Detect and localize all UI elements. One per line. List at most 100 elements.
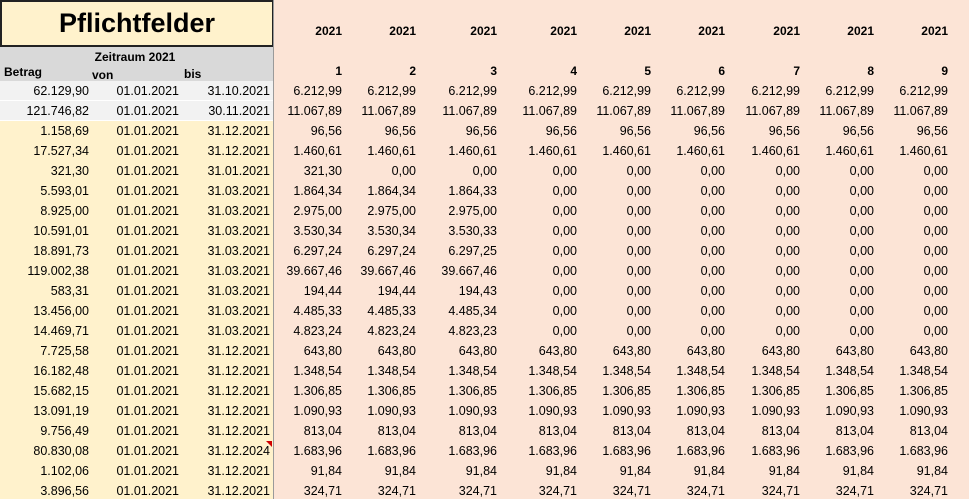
value-cell: 0,00 <box>849 284 874 298</box>
amount-cell: 16.182,48 <box>33 364 89 378</box>
value-cell: 0,00 <box>552 184 577 198</box>
value-cell: 643,80 <box>377 344 416 358</box>
value-cell: 39.667,46 <box>286 264 342 278</box>
year-header: 2021 <box>315 24 342 38</box>
value-cell: 1.090,93 <box>448 404 497 418</box>
date-cell: 01.01.2021 <box>116 244 179 258</box>
date-cell: 31.03.2021 <box>207 184 270 198</box>
value-cell: 6.212,99 <box>528 84 577 98</box>
row-background <box>0 261 273 281</box>
value-cell: 1.090,93 <box>751 404 800 418</box>
value-cell: 1.306,85 <box>293 384 342 398</box>
value-cell: 1.306,85 <box>367 384 416 398</box>
value-cell: 1.460,61 <box>602 144 651 158</box>
value-cell: 0,00 <box>923 284 948 298</box>
value-cell: 0,00 <box>700 284 725 298</box>
value-cell: 1.348,54 <box>899 364 948 378</box>
amount-cell: 119.002,38 <box>27 264 89 278</box>
value-cell: 0,00 <box>923 204 948 218</box>
year-header: 2021 <box>698 24 725 38</box>
value-cell: 91,84 <box>384 464 416 478</box>
value-cell: 1.306,85 <box>528 384 577 398</box>
year-header: 2021 <box>847 24 874 38</box>
value-cell: 91,84 <box>619 464 651 478</box>
date-cell: 31.12.2024 <box>207 444 270 458</box>
year-header: 2021 <box>550 24 577 38</box>
row-background <box>0 201 273 221</box>
date-cell: 31.03.2021 <box>207 284 270 298</box>
date-cell: 31.03.2021 <box>207 324 270 338</box>
value-cell: 6.212,99 <box>751 84 800 98</box>
value-cell: 643,80 <box>458 344 497 358</box>
amount-cell: 18.891,73 <box>33 244 89 258</box>
amount-cell: 15.682,15 <box>33 384 89 398</box>
date-cell: 01.01.2021 <box>116 224 179 238</box>
value-cell: 11.067,89 <box>819 104 874 118</box>
value-cell: 0,00 <box>775 184 800 198</box>
value-cell: 1.683,96 <box>751 444 800 458</box>
date-cell: 31.03.2021 <box>207 204 270 218</box>
value-cell: 1.348,54 <box>293 364 342 378</box>
value-cell: 0,00 <box>700 164 725 178</box>
value-cell: 1.348,54 <box>448 364 497 378</box>
value-cell: 0,00 <box>775 224 800 238</box>
value-cell: 91,84 <box>693 464 725 478</box>
value-cell: 0,00 <box>700 244 725 258</box>
divider <box>273 0 274 499</box>
value-cell: 11.067,89 <box>745 104 800 118</box>
date-cell: 01.01.2021 <box>116 464 179 478</box>
value-cell: 324,71 <box>909 484 948 498</box>
value-cell: 0,00 <box>923 224 948 238</box>
amount-cell: 321,30 <box>50 164 89 178</box>
value-cell: 0,00 <box>700 304 725 318</box>
value-cell: 6.212,99 <box>676 84 725 98</box>
value-cell: 91,84 <box>465 464 497 478</box>
value-cell: 1.090,93 <box>676 404 725 418</box>
month-header: 8 <box>867 64 874 78</box>
value-cell: 1.460,61 <box>899 144 948 158</box>
value-cell: 1.348,54 <box>676 364 725 378</box>
amount-cell: 13.091,19 <box>33 404 89 418</box>
amount-cell: 121.746,82 <box>26 104 89 118</box>
value-cell: 813,04 <box>835 424 874 438</box>
month-header: 9 <box>941 64 948 78</box>
value-cell: 96,56 <box>693 124 725 138</box>
value-cell: 0,00 <box>552 284 577 298</box>
value-cell: 0,00 <box>626 244 651 258</box>
value-cell: 4.823,24 <box>293 324 342 338</box>
value-cell: 0,00 <box>700 264 725 278</box>
date-cell: 01.01.2021 <box>116 264 179 278</box>
value-cell: 1.090,93 <box>602 404 651 418</box>
row-background <box>0 241 273 261</box>
value-cell: 1.090,93 <box>899 404 948 418</box>
value-cell: 3.530,33 <box>448 224 497 238</box>
month-header: 3 <box>490 64 497 78</box>
value-cell: 4.823,24 <box>367 324 416 338</box>
value-cell: 1.864,34 <box>367 184 416 198</box>
value-cell: 2.975,00 <box>448 204 497 218</box>
date-cell: 01.01.2021 <box>116 124 179 138</box>
value-cell: 39.667,46 <box>360 264 416 278</box>
value-cell: 0,00 <box>552 324 577 338</box>
value-cell: 1.683,96 <box>676 444 725 458</box>
value-cell: 0,00 <box>849 244 874 258</box>
year-header: 2021 <box>624 24 651 38</box>
value-cell: 324,71 <box>458 484 497 498</box>
month-header: 1 <box>335 64 342 78</box>
value-cell: 96,56 <box>465 124 497 138</box>
value-cell: 96,56 <box>916 124 948 138</box>
value-cell: 324,71 <box>303 484 342 498</box>
value-cell: 813,04 <box>538 424 577 438</box>
value-cell: 91,84 <box>916 464 948 478</box>
value-cell: 324,71 <box>835 484 874 498</box>
value-cell: 643,80 <box>761 344 800 358</box>
row-background <box>0 481 273 499</box>
row-background <box>0 161 273 181</box>
row-background <box>0 101 273 121</box>
value-cell: 643,80 <box>538 344 577 358</box>
value-cell: 1.683,96 <box>448 444 497 458</box>
value-cell: 1.306,85 <box>676 384 725 398</box>
value-cell: 0,00 <box>626 224 651 238</box>
value-cell: 813,04 <box>686 424 725 438</box>
value-cell: 0,00 <box>775 264 800 278</box>
